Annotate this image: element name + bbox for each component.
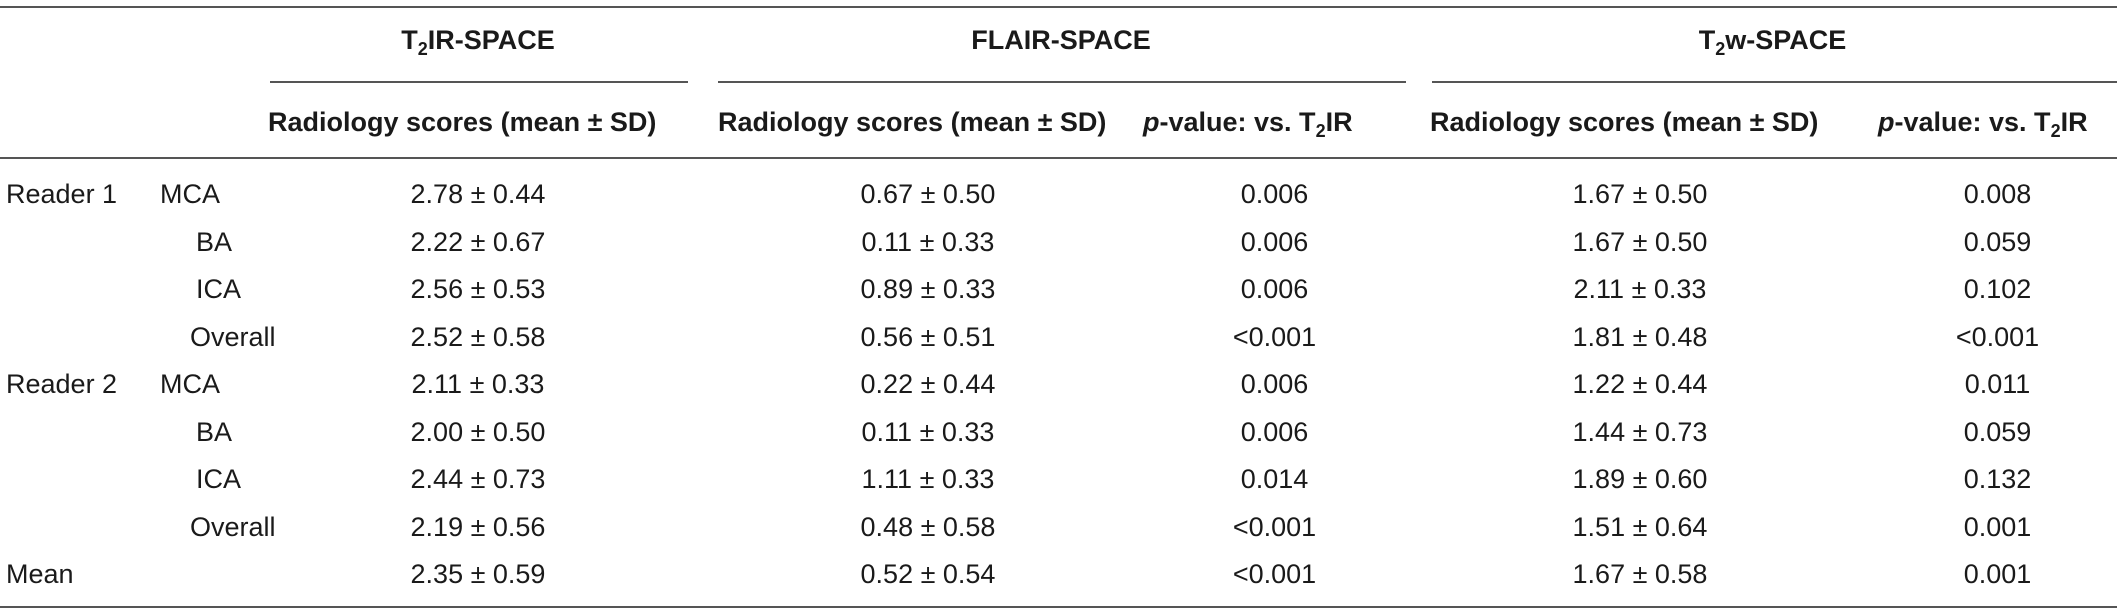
- cell-flair-score: 0.48 ± 0.58: [860, 511, 996, 542]
- cell-flair-score: 0.52 ± 0.54: [860, 559, 996, 589]
- cell-t2ir-score: 2.11 ± 0.33: [411, 369, 545, 399]
- top-rule: [0, 6, 2117, 8]
- cell-t2w-score: 1.67 ± 0.50: [1572, 226, 1708, 257]
- cell-t2w-pvalue: 0.001: [1963, 511, 2032, 542]
- cell-t2w-score: 1.44 ± 0.73: [1572, 416, 1708, 447]
- cell-artery: ICA: [196, 274, 242, 304]
- cell-flair-score: 0.67 ± 0.50: [860, 179, 996, 209]
- cell-t2ir-score: 2.00 ± 0.50: [410, 416, 546, 447]
- col-header-flair-pvalue: p-value: vs. T2IR: [1143, 107, 1353, 141]
- col-header-t2ir-scores: Radiology scores (mean ± SD): [268, 107, 657, 137]
- header-rule: [0, 157, 2117, 159]
- cell-flair-pvalue: 0.006: [1240, 416, 1309, 447]
- cell-t2w-pvalue: 0.001: [1963, 559, 2032, 589]
- cell-flair-score: 0.56 ± 0.51: [860, 321, 996, 352]
- cell-t2w-score: 1.51 ± 0.64: [1572, 511, 1708, 542]
- t2w-underline: [1432, 81, 2117, 83]
- cell-reader: Reader 1: [6, 179, 118, 209]
- cell-flair-score: 0.22 ± 0.44: [860, 369, 996, 399]
- cell-flair-pvalue: <0.001: [1232, 321, 1317, 352]
- cell-flair-pvalue: <0.001: [1232, 511, 1317, 542]
- cell-flair-pvalue: 0.006: [1240, 274, 1309, 304]
- cell-t2w-pvalue: 0.132: [1963, 464, 2032, 494]
- cell-t2w-pvalue: 0.011: [1964, 369, 2031, 399]
- cell-flair-score: 0.11 ± 0.33: [861, 416, 995, 447]
- cell-t2w-pvalue: 0.008: [1963, 179, 2032, 209]
- cell-t2ir-score: 2.19 ± 0.56: [410, 511, 546, 542]
- cell-flair-pvalue: 0.006: [1240, 226, 1309, 257]
- col-header-t2w-scores: Radiology scores (mean ± SD): [1430, 107, 1819, 137]
- cell-t2w-score: 1.22 ± 0.44: [1572, 369, 1708, 399]
- group-header-t2ir: T2IR-SPACE: [401, 25, 555, 59]
- cell-t2w-score: 1.67 ± 0.50: [1572, 179, 1708, 209]
- cell-t2ir-score: 2.78 ± 0.44: [410, 179, 546, 209]
- cell-t2ir-score: 2.22 ± 0.67: [410, 226, 546, 257]
- cell-t2w-pvalue: 0.059: [1963, 226, 2032, 257]
- cell-flair-score: 1.11 ± 0.33: [861, 464, 995, 494]
- cell-reader: Mean: [6, 559, 74, 589]
- col-header-flair-scores: Radiology scores (mean ± SD): [718, 107, 1107, 137]
- cell-artery: Overall: [190, 511, 276, 542]
- cell-t2w-score: 1.89 ± 0.60: [1572, 464, 1708, 494]
- cell-t2ir-score: 2.56 ± 0.53: [410, 274, 546, 304]
- cell-reader: Reader 2: [6, 369, 118, 399]
- cell-t2w-pvalue: 0.059: [1963, 416, 2032, 447]
- col-header-t2w-pvalue: p-value: vs. T2IR: [1878, 107, 2088, 141]
- cell-flair-pvalue: 0.006: [1240, 369, 1309, 399]
- bottom-rule: [0, 606, 2117, 608]
- cell-t2ir-score: 2.52 ± 0.58: [410, 321, 546, 352]
- group-header-t2w: T2w-SPACE: [1698, 25, 1847, 59]
- cell-t2ir-score: 2.44 ± 0.73: [410, 464, 546, 494]
- cell-artery: BA: [196, 226, 233, 257]
- cell-artery: ICA: [196, 464, 242, 494]
- group-header-flair: FLAIR-SPACE: [971, 25, 1151, 55]
- cell-flair-score: 0.11 ± 0.33: [861, 226, 995, 257]
- flair-underline: [718, 81, 1406, 83]
- cell-flair-pvalue: <0.001: [1232, 559, 1317, 589]
- cell-artery: Overall: [190, 321, 276, 352]
- cell-flair-pvalue: 0.006: [1240, 179, 1309, 209]
- cell-artery: BA: [196, 416, 233, 447]
- cell-t2w-pvalue: <0.001: [1955, 321, 2040, 352]
- cell-artery: MCA: [160, 179, 220, 209]
- cell-t2w-score: 1.67 ± 0.58: [1572, 559, 1708, 589]
- cell-t2w-score: 1.81 ± 0.48: [1572, 321, 1708, 352]
- t2ir-underline: [270, 81, 688, 83]
- cell-t2w-pvalue: 0.102: [1963, 274, 2032, 304]
- cell-flair-pvalue: 0.014: [1240, 464, 1309, 494]
- cell-t2w-score: 2.11 ± 0.33: [1573, 274, 1707, 304]
- cell-t2ir-score: 2.35 ± 0.59: [410, 559, 546, 589]
- cell-flair-score: 0.89 ± 0.33: [860, 274, 996, 304]
- cell-artery: MCA: [160, 369, 220, 399]
